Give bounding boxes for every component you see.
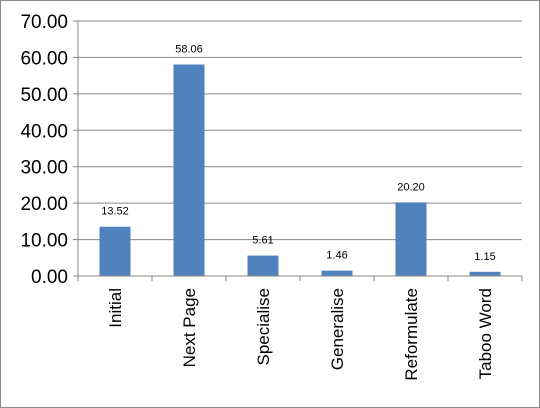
bar (469, 271, 501, 276)
x-axis: Initial Next Page Specialise Generalise Refo… (77, 275, 523, 381)
data-label: 1.15 (474, 251, 495, 263)
x-category-label: Reformulate (402, 288, 421, 381)
x-category-label: Next Page (180, 288, 199, 367)
bar (395, 202, 427, 276)
y-tick-label: 0.00 (31, 267, 68, 288)
data-label: 13.52 (101, 206, 129, 218)
bars (99, 64, 501, 276)
y-axis: 0.00 10.00 20.00 30.00 40.00 50.00 60.00 70.00 (20, 12, 79, 288)
x-category-label: Generalise (328, 288, 347, 370)
data-label: 5.61 (252, 235, 273, 247)
bar (173, 64, 205, 276)
y-tick-label: 40.00 (20, 121, 68, 142)
gridlines (78, 20, 522, 241)
bar (99, 226, 131, 276)
data-label: 1.46 (326, 250, 347, 262)
y-tick-label: 50.00 (20, 85, 68, 106)
data-label: 20.20 (397, 181, 425, 193)
x-category-label: Specialise (254, 288, 273, 366)
data-labels: 13.52 58.06 5.61 1.46 20.20 1.15 (101, 43, 495, 262)
y-tick-label: 60.00 (20, 48, 68, 69)
bar (247, 255, 279, 276)
data-label: 58.06 (175, 43, 203, 55)
y-tick-label: 20.00 (20, 194, 68, 215)
y-tick-label: 70.00 (20, 12, 68, 33)
bar (321, 270, 353, 276)
x-category-label: Taboo Word (476, 288, 495, 379)
y-tick-label: 10.00 (20, 231, 68, 252)
y-tick-label: 30.00 (20, 158, 68, 179)
x-category-label: Initial (106, 288, 125, 328)
